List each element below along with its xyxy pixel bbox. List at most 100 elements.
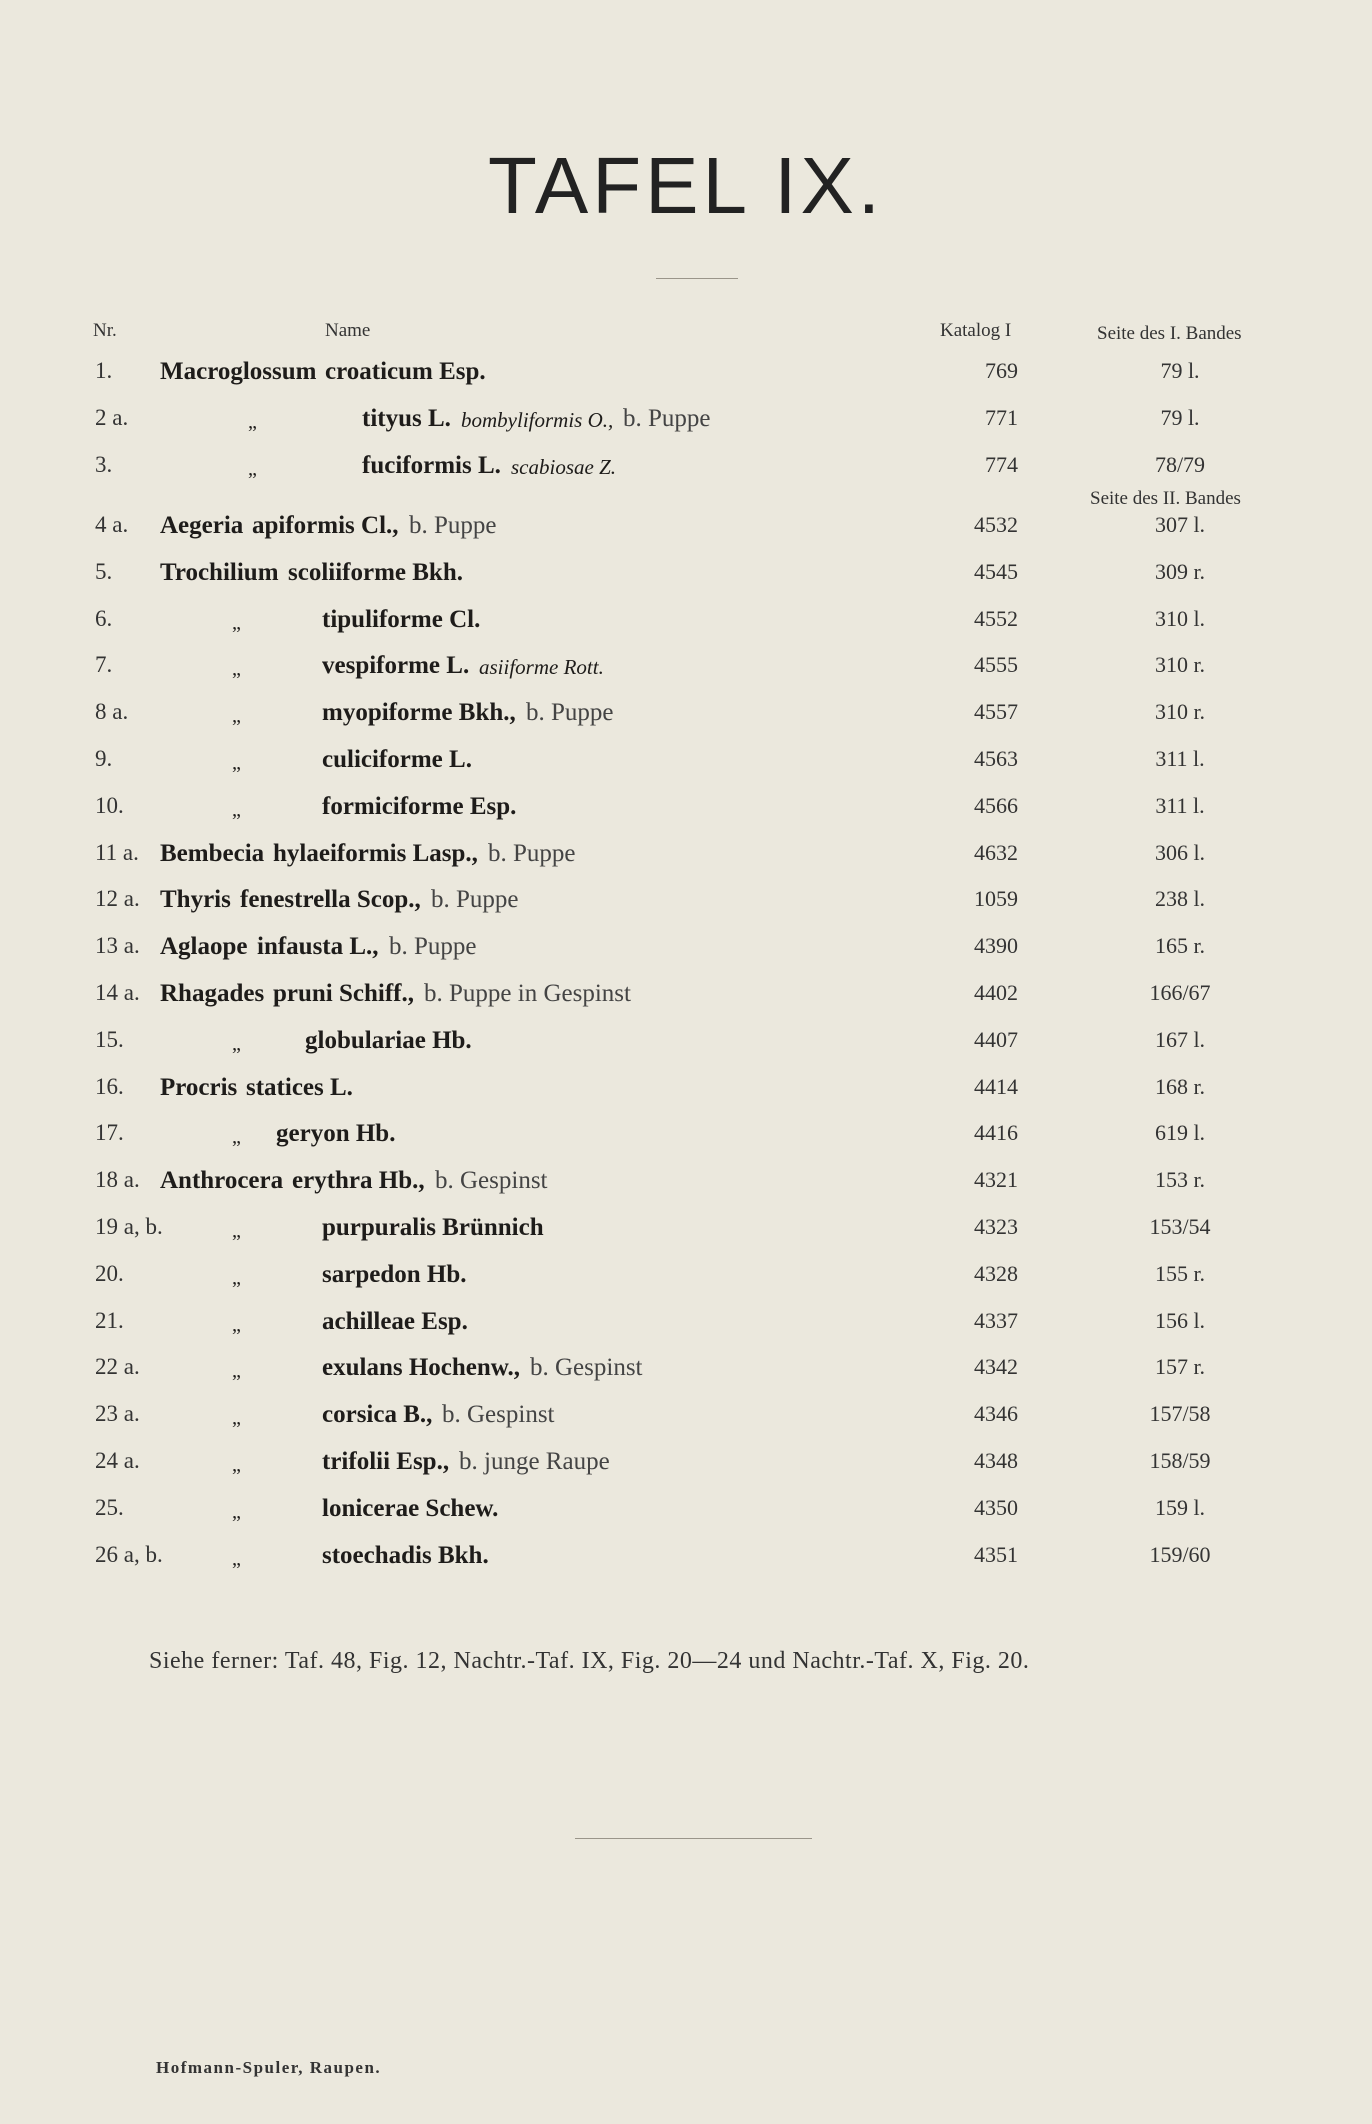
table-row: 23 a. „ corsica B., b. Gespinst 4346 157/58 bbox=[0, 1401, 1372, 1441]
row-number: 8 a. bbox=[95, 699, 129, 725]
stage-note: b. Gespinst bbox=[442, 1401, 555, 1429]
species-name: fenestrella Scop., bbox=[240, 886, 421, 914]
page-title: TAFEL IX. bbox=[487, 141, 885, 230]
katalog-number: 4402 bbox=[974, 980, 1018, 1005]
table-row: 20. „ sarpedon Hb. 4328 155 r. bbox=[0, 1261, 1372, 1301]
page-reference: 165 r. bbox=[1154, 933, 1206, 959]
species-name: hylaeiformis Lasp., bbox=[273, 839, 478, 867]
row-number: 22 a. bbox=[95, 1354, 140, 1380]
katalog-number: 4348 bbox=[974, 1448, 1018, 1473]
row-number: 6. bbox=[95, 605, 113, 631]
synonym: bombyliformis O., bbox=[461, 408, 614, 432]
header-seite-1: Seite des I. Bandes bbox=[1097, 323, 1242, 344]
genus-name: Procris bbox=[160, 1073, 238, 1101]
ditto-mark: „ bbox=[232, 1407, 241, 1430]
species-name: myopiforme Bkh., bbox=[322, 699, 516, 727]
stage-note: b. Gespinst bbox=[435, 1167, 548, 1195]
page-reference: 619 l. bbox=[1154, 1120, 1206, 1146]
genus-name: Aegeria bbox=[160, 512, 244, 539]
stage-note: b. Puppe bbox=[431, 886, 519, 914]
table-row: 6. „ tipuliforme Cl. 4552 310 l. bbox=[0, 606, 1372, 646]
table-row: 14 a. Rhagades pruni Schiff., b. Puppe in G… bbox=[0, 980, 1372, 1020]
ditto-mark: „ bbox=[232, 658, 241, 681]
species-name: vespiforme L. bbox=[322, 652, 470, 680]
page-reference: 310 r. bbox=[1154, 699, 1206, 725]
katalog-number: 4328 bbox=[974, 1260, 1018, 1286]
species-name: formiciforme Esp. bbox=[322, 792, 517, 820]
row-number: 9. bbox=[95, 746, 113, 771]
page-reference: 157/58 bbox=[1149, 1401, 1211, 1427]
synonym: asiiforme Rott. bbox=[479, 655, 604, 680]
katalog-number: 4414 bbox=[974, 1073, 1018, 1099]
header-seite-2: Seite des II. Bandes bbox=[1090, 488, 1241, 509]
row-number: 11 a. bbox=[95, 839, 139, 865]
katalog-number: 4323 bbox=[974, 1214, 1018, 1239]
page-reference: 166/67 bbox=[1149, 980, 1211, 1005]
table-row: 18 a. Anthrocera erythra Hb., b. Gespinst 43… bbox=[0, 1167, 1372, 1207]
genus-name: Anthrocera bbox=[160, 1167, 284, 1195]
katalog-number: 4555 bbox=[974, 652, 1018, 678]
see-also-note: Siehe ferner: Taf. 48, Fig. 12, Nachtr.-… bbox=[149, 1648, 1030, 1674]
row-number: 21. bbox=[95, 1307, 124, 1333]
row-number: 5. bbox=[95, 558, 113, 584]
ditto-mark: „ bbox=[232, 1454, 241, 1476]
header-katalog: Katalog I bbox=[940, 320, 1012, 341]
species-name: infausta L., bbox=[257, 933, 379, 961]
species-name: geryon Hb. bbox=[276, 1120, 396, 1148]
ditto-mark: „ bbox=[248, 458, 257, 480]
table-row: 9. „ culiciforme L. 4563 311 l. bbox=[0, 746, 1372, 786]
katalog-number: 4552 bbox=[974, 605, 1018, 631]
ditto-mark: „ bbox=[248, 411, 257, 433]
page-reference: 238 l. bbox=[1154, 886, 1206, 912]
table-row: 2 a. „ tityus L. bombyliformis O., b. Puppe 7… bbox=[0, 405, 1372, 445]
table-row: 24 a. „ trifolii Esp., b. junge Raupe 4348 15… bbox=[0, 1448, 1372, 1488]
katalog-number: 4346 bbox=[974, 1401, 1018, 1427]
ditto-mark: „ bbox=[232, 1500, 241, 1523]
katalog-number: 4545 bbox=[974, 558, 1018, 584]
title-divider bbox=[656, 278, 738, 279]
species-name: stoechadis Bkh. bbox=[322, 1541, 489, 1569]
row-number: 7. bbox=[95, 652, 113, 678]
ditto-mark: „ bbox=[232, 1360, 241, 1383]
table-row: 8 a. „ myopiforme Bkh., b. Puppe 4557 310 r. bbox=[0, 699, 1372, 739]
katalog-number: 4557 bbox=[974, 699, 1018, 725]
header-name: Name bbox=[325, 320, 371, 341]
species-name: statices L. bbox=[246, 1073, 353, 1101]
table-row: 15. „ globulariae Hb. 4407 167 l. bbox=[0, 1027, 1372, 1067]
stage-note: b. junge Raupe bbox=[459, 1448, 610, 1475]
table-row: 26 a, b. „ stoechadis Bkh. 4351 159/60 bbox=[0, 1542, 1372, 1582]
species-name: lonicerae Schew. bbox=[322, 1494, 499, 1522]
table-row: 21. „ achilleae Esp. 4337 156 l. bbox=[0, 1308, 1372, 1348]
row-number: 4 a. bbox=[95, 512, 129, 537]
katalog-number: 4632 bbox=[974, 839, 1018, 865]
stage-note: b. Puppe bbox=[526, 699, 614, 727]
row-number: 10. bbox=[95, 792, 124, 818]
ditto-mark: „ bbox=[232, 1032, 241, 1055]
page-reference: 156 l. bbox=[1154, 1307, 1206, 1333]
katalog-number: 4416 bbox=[974, 1120, 1018, 1146]
katalog-number: 769 bbox=[985, 358, 1018, 383]
page-reference: 307 l. bbox=[1154, 512, 1206, 537]
table-row: 5. Trochilium scoliiforme Bkh. 4545 309 r. bbox=[0, 559, 1372, 599]
genus-name: Aglaope bbox=[160, 933, 248, 961]
page-reference: 79 l. bbox=[1160, 358, 1200, 383]
row-number: 19 a, b. bbox=[95, 1214, 163, 1239]
row-number: 2 a. bbox=[95, 405, 129, 430]
table-row: 11 a. Bembecia hylaeiformis Lasp., b. Puppe… bbox=[0, 840, 1372, 880]
page-reference: 159 l. bbox=[1154, 1494, 1206, 1520]
table-row: 3. „ fuciformis L. scabiosae Z. 774 78/79 bbox=[0, 452, 1372, 492]
page-reference: 309 r. bbox=[1154, 558, 1206, 584]
row-number: 25. bbox=[95, 1494, 124, 1520]
stage-note: b. Puppe bbox=[623, 405, 711, 432]
species-name: pruni Schiff., bbox=[273, 980, 415, 1007]
table-row: 4 a. Aegeria apiformis Cl., b. Puppe 4532 307… bbox=[0, 512, 1372, 552]
species-name: tipuliforme Cl. bbox=[322, 605, 481, 633]
page-reference: 311 l. bbox=[1155, 792, 1205, 818]
table-row: 22 a. „ exulans Hochenw., b. Gespinst 4342 15… bbox=[0, 1354, 1372, 1394]
genus-name: Bembecia bbox=[160, 839, 265, 867]
page-reference: 310 r. bbox=[1154, 652, 1206, 678]
ditto-mark: „ bbox=[232, 752, 241, 774]
row-number: 18 a. bbox=[95, 1167, 140, 1193]
ditto-mark: „ bbox=[232, 1126, 241, 1149]
row-number: 1. bbox=[95, 358, 113, 383]
